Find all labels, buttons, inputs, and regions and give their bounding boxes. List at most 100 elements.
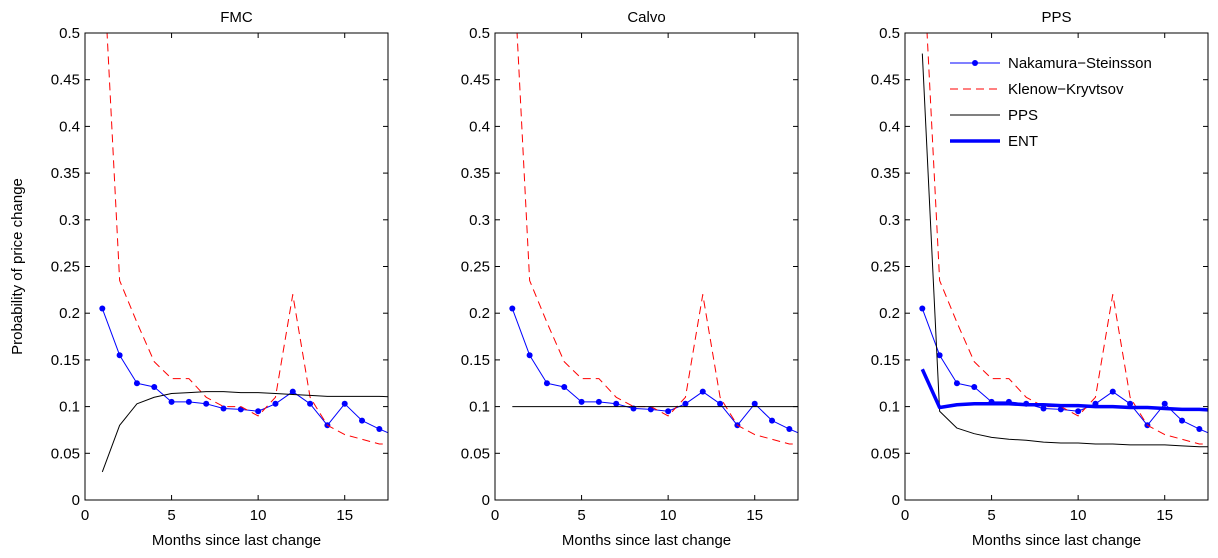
y-tick-label: 0.3: [469, 212, 490, 229]
series-marker: [151, 383, 158, 390]
series-marker: [804, 433, 810, 439]
y-tick-label: 0.1: [469, 399, 490, 416]
y-tick-label: 0.3: [879, 212, 900, 229]
y-tick-label: 0.2: [469, 305, 490, 322]
series-marker: [133, 380, 140, 387]
series-marker: [717, 400, 724, 407]
y-tick-label: 0.2: [59, 305, 80, 322]
legend-label: PPS: [1008, 107, 1038, 124]
series-marker: [936, 352, 943, 359]
x-tick-label: 5: [987, 507, 995, 524]
y-tick-label: 0: [892, 492, 900, 509]
plot-area: [495, 33, 798, 500]
series-marker: [682, 400, 689, 407]
series-marker: [543, 380, 550, 387]
series-line: [920, 368, 1208, 412]
series-marker: [1179, 417, 1186, 424]
series-marker: [255, 408, 262, 415]
series-marker: [953, 380, 960, 387]
plot-area: [905, 33, 1208, 500]
series-line: [516, 33, 798, 445]
x-tick-label: 5: [577, 507, 585, 524]
series-marker: [359, 417, 366, 424]
y-tick-label: 0.35: [461, 165, 490, 182]
series-line: [926, 33, 1208, 445]
series-marker: [185, 398, 192, 405]
x-tick-label: 15: [1156, 507, 1173, 524]
y-tick-label: 0.5: [59, 25, 80, 42]
series-marker: [699, 388, 706, 395]
series-marker: [665, 408, 672, 415]
y-tick-label: 0.15: [461, 352, 490, 369]
legend-label: ENT: [1008, 133, 1038, 150]
y-tick-label: 0.45: [461, 72, 490, 89]
plot-lines: [919, 33, 1218, 448]
plot-area: [85, 33, 388, 500]
y-tick-label: 0.3: [59, 212, 80, 229]
series-marker: [168, 398, 175, 405]
panel: PPS Months since last change 0 0.05 0.1 0.15 0…: [871, 9, 1218, 549]
series-marker: [509, 305, 516, 312]
series-marker: [220, 405, 227, 412]
y-tick-label: 0.1: [59, 399, 80, 416]
x-axis-label: Months since last change: [562, 532, 731, 549]
axes-frame: [904, 32, 1209, 501]
series-marker: [99, 305, 106, 312]
y-tick-label: 0.4: [469, 118, 490, 135]
series-marker: [307, 400, 314, 407]
y-tick-label: 0.25: [51, 259, 80, 276]
series-marker: [1196, 426, 1203, 433]
series-marker: [394, 433, 400, 439]
x-tick-label: 0: [901, 507, 909, 524]
series-marker: [376, 426, 383, 433]
x-axis-label: Months since last change: [972, 532, 1141, 549]
x-tick-label: 10: [1070, 507, 1087, 524]
y-tick-label: 0.2: [879, 305, 900, 322]
x-tick-label: 0: [81, 507, 89, 524]
series-marker: [1161, 400, 1168, 407]
y-tick-label: 0.4: [879, 118, 900, 135]
x-tick-label: 10: [660, 507, 677, 524]
x-tick-label: 15: [336, 507, 353, 524]
series-marker: [1040, 405, 1047, 412]
x-tick-label: 10: [250, 507, 267, 524]
series-marker: [971, 383, 978, 390]
series-marker: [116, 352, 123, 359]
y-tick-label: 0.5: [469, 25, 490, 42]
series-marker: [272, 400, 279, 407]
series-marker: [1127, 400, 1134, 407]
series-marker: [786, 426, 793, 433]
series-marker: [919, 305, 926, 312]
series-marker: [1109, 388, 1116, 395]
panel: Calvo Months since last change 0 0.05 0.1 0.1…: [461, 9, 810, 549]
series-marker: [203, 400, 210, 407]
series-marker: [1075, 408, 1082, 415]
series-marker: [341, 400, 348, 407]
y-tick-label: 0.25: [461, 259, 490, 276]
x-tick-label: 0: [491, 507, 499, 524]
x-tick-label: 15: [746, 507, 763, 524]
legend-marker: [972, 60, 978, 66]
legend-label: Nakamura−Steinsson: [1008, 55, 1152, 72]
y-axis-label: Probability of price change: [9, 178, 26, 355]
y-tick-label: 0.35: [871, 165, 900, 182]
y-tick-label: 0.1: [879, 399, 900, 416]
panel: FMC Months since last change Probability o…: [9, 9, 400, 549]
series-marker: [769, 417, 776, 424]
y-tick-label: 0.05: [461, 445, 490, 462]
y-tick-label: 0: [482, 492, 490, 509]
series-marker: [526, 352, 533, 359]
series-marker: [1214, 433, 1218, 439]
y-tick-label: 0.15: [51, 352, 80, 369]
y-tick-label: 0.25: [871, 259, 900, 276]
y-tick-label: 0.05: [871, 445, 900, 462]
y-tick-label: 0.5: [879, 25, 900, 42]
series-line: [921, 53, 1208, 448]
panel-title: FMC: [220, 9, 253, 26]
series-marker: [561, 383, 568, 390]
plot-lines: [509, 33, 810, 445]
axes-frame: [494, 32, 799, 501]
y-tick-label: 0.45: [871, 72, 900, 89]
series-marker: [751, 400, 758, 407]
